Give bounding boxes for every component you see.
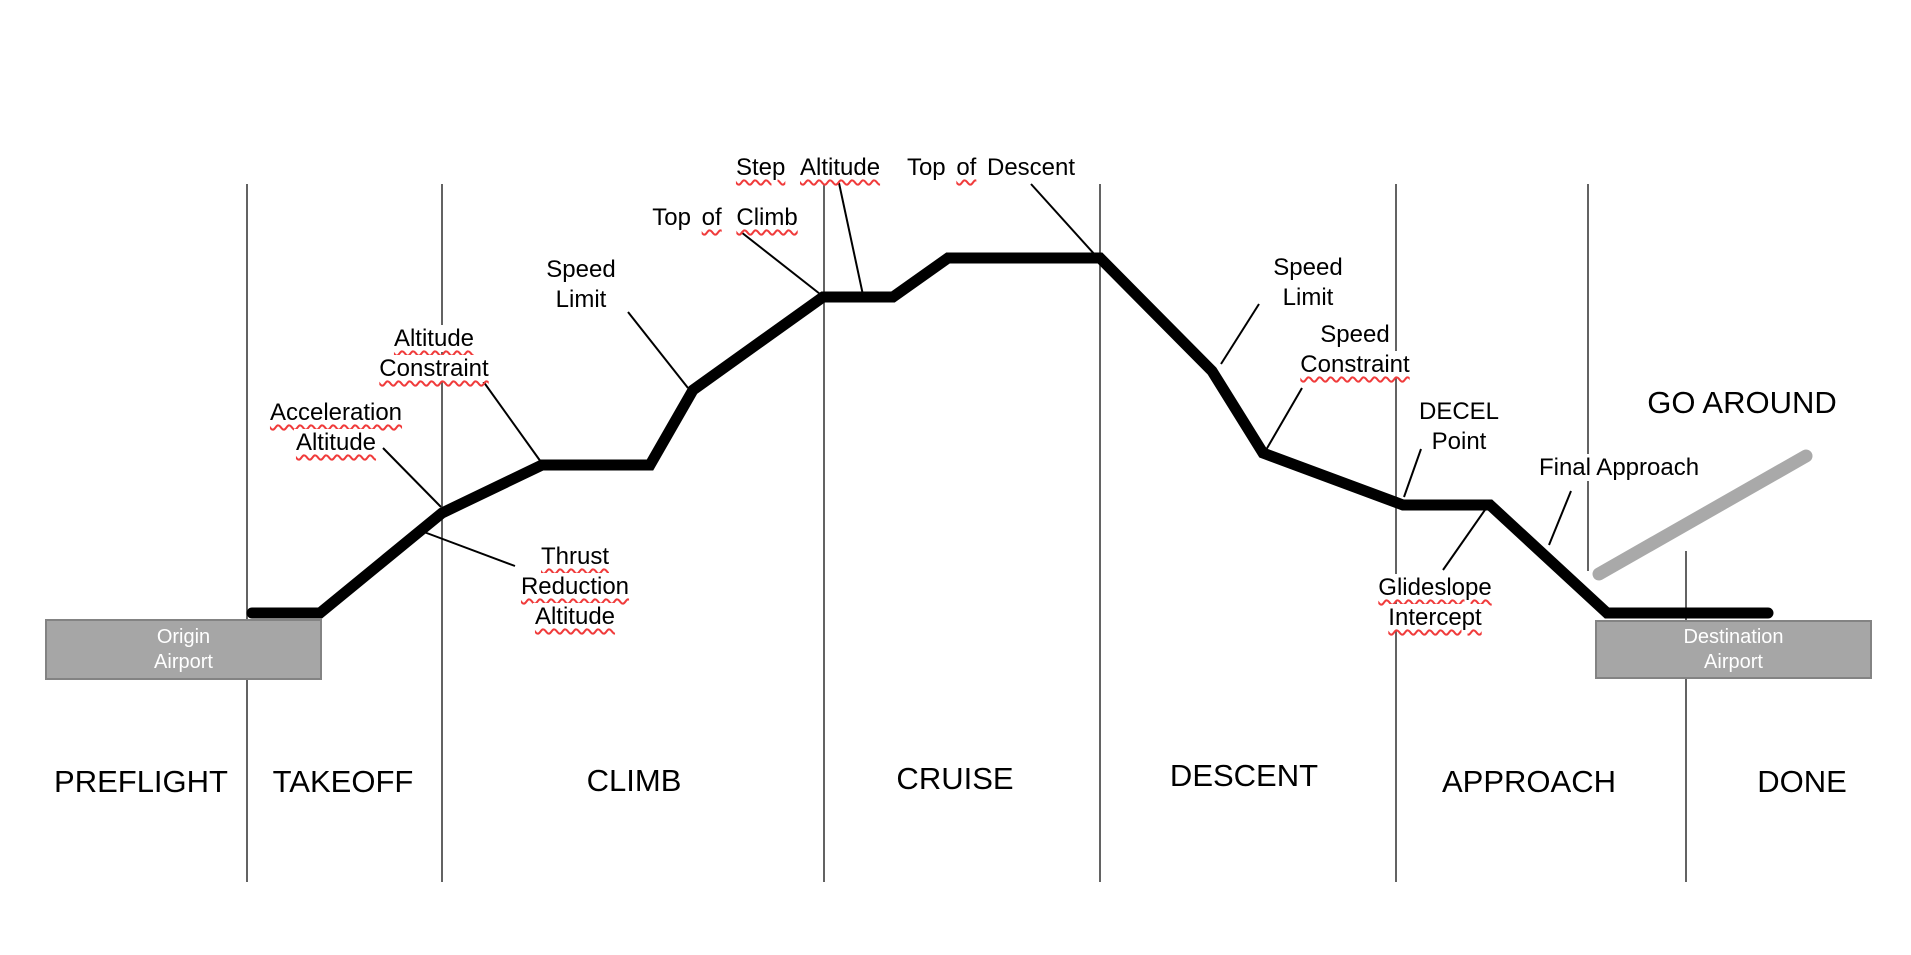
decel-point-label-text: Point bbox=[1429, 428, 1489, 455]
acceleration-altitude-label: Acceleration Altitude bbox=[267, 398, 405, 458]
speed-limit-climb-leader bbox=[627, 311, 689, 389]
altitude-constraint-label-line: Constraint bbox=[377, 354, 491, 384]
top-of-climb-label-text: Top bbox=[650, 204, 700, 231]
top-of-descent-leader bbox=[1030, 183, 1097, 257]
acceleration-altitude-label-line: Acceleration bbox=[267, 398, 405, 428]
acceleration-altitude-label-text: Altitude bbox=[293, 429, 379, 456]
glideslope-intercept-label-text: Intercept bbox=[1386, 604, 1484, 631]
destination-airport-line2: Airport bbox=[1704, 650, 1763, 673]
top-of-climb-label-text: of bbox=[699, 204, 724, 231]
speed-limit-descent-label: Speed Limit bbox=[1271, 253, 1345, 313]
decel-point-leader bbox=[1403, 448, 1422, 498]
speed-limit-climb-label-line: Speed bbox=[544, 255, 618, 285]
thrust-reduction-altitude-leader bbox=[423, 531, 516, 567]
speed-limit-descent-label-text: Speed bbox=[1271, 254, 1345, 281]
destination-airport-line1: Destination bbox=[1683, 625, 1784, 648]
step-altitude-label-text: Step bbox=[733, 154, 788, 181]
thrust-reduction-altitude-label-text: Reduction bbox=[518, 573, 632, 600]
top-of-climb-label-line: Top of Climb bbox=[650, 203, 800, 233]
altitude-constraint-label-line: Altitude bbox=[377, 324, 490, 354]
origin-airport-line2: Airport bbox=[154, 650, 213, 673]
top-of-descent-label-text: Descent bbox=[978, 154, 1078, 181]
altitude-constraint-leader bbox=[482, 380, 542, 463]
phase-label-climb: CLIMB bbox=[586, 763, 682, 798]
top-of-descent-label-line: Top of Descent bbox=[904, 153, 1078, 183]
final-approach-label-line: Final Approach bbox=[1536, 453, 1702, 483]
origin-airport: Origin Airport bbox=[45, 619, 322, 680]
final-approach-label: Final Approach bbox=[1536, 453, 1702, 483]
speed-limit-descent-leader bbox=[1220, 303, 1260, 365]
flight-path bbox=[246, 252, 1774, 619]
phase-label-done: DONE bbox=[1757, 764, 1847, 799]
altitude-constraint-label-text: Altitude bbox=[391, 325, 477, 352]
top-of-descent-label-text: of bbox=[954, 154, 979, 181]
step-altitude-label: Step Altitude bbox=[733, 153, 883, 183]
glideslope-intercept-label: Glideslope Intercept bbox=[1376, 573, 1494, 633]
step-altitude-label-line: Step Altitude bbox=[733, 153, 883, 183]
thrust-reduction-altitude-label-line: Thrust bbox=[519, 542, 631, 572]
glideslope-intercept-label-line: Intercept bbox=[1376, 603, 1493, 633]
step-altitude-label-text: Altitude bbox=[797, 154, 883, 181]
speed-limit-climb-label-text: Limit bbox=[553, 286, 609, 313]
speed-constraint-label-text: Constraint bbox=[1298, 351, 1412, 378]
decel-point-label-text: DECEL bbox=[1416, 398, 1502, 425]
thrust-reduction-altitude-label: Thrust Reduction Altitude bbox=[518, 542, 632, 632]
top-of-climb-leader bbox=[740, 231, 821, 295]
acceleration-altitude-label-text: Acceleration bbox=[267, 399, 405, 426]
glideslope-intercept-label-text: Glideslope bbox=[1376, 574, 1494, 601]
final-approach-label-text: Final Approach bbox=[1536, 454, 1702, 481]
step-altitude-leader bbox=[838, 182, 864, 296]
speed-limit-climb-label-text: Speed bbox=[544, 256, 618, 283]
glideslope-intercept-label-line: Glideslope bbox=[1376, 573, 1494, 603]
decel-point-label: DECEL Point bbox=[1416, 397, 1502, 457]
acceleration-altitude-label-line: Altitude bbox=[268, 428, 404, 458]
phase-label-cruise: CRUISE bbox=[896, 761, 1014, 796]
go-around-label: GO AROUND bbox=[1647, 385, 1837, 420]
phase-label-takeoff: TAKEOFF bbox=[272, 764, 414, 799]
thrust-reduction-altitude-label-text: Thrust bbox=[538, 543, 612, 570]
speed-constraint-leader bbox=[1265, 387, 1303, 451]
step-altitude-label-text bbox=[787, 154, 798, 181]
decel-point-label-line: DECEL bbox=[1416, 397, 1502, 427]
speed-limit-descent-label-line: Speed bbox=[1271, 253, 1345, 283]
altitude-constraint-label-text: Constraint bbox=[377, 355, 491, 382]
thrust-reduction-altitude-label-text: Altitude bbox=[532, 603, 618, 630]
thrust-reduction-altitude-label-line: Reduction bbox=[518, 572, 632, 602]
top-of-climb-label: Top of Climb bbox=[650, 203, 800, 233]
destination-airport: Destination Airport bbox=[1595, 620, 1872, 679]
top-of-descent-label: Top of Descent bbox=[904, 153, 1078, 183]
speed-limit-climb-label-line: Limit bbox=[544, 285, 617, 315]
top-of-climb-label-text: Climb bbox=[734, 204, 800, 231]
thrust-reduction-altitude-label-line: Altitude bbox=[519, 602, 631, 632]
speed-constraint-label-text: Speed bbox=[1318, 321, 1392, 348]
phase-label-descent: DESCENT bbox=[1169, 758, 1319, 793]
origin-airport-line1: Origin bbox=[156, 625, 211, 648]
speed-constraint-label-line: Constraint bbox=[1298, 350, 1412, 380]
acceleration-altitude-leader bbox=[382, 447, 442, 508]
speed-limit-climb-label: Speed Limit bbox=[544, 255, 618, 315]
speed-constraint-label-line: Speed bbox=[1298, 320, 1411, 350]
speed-limit-descent-label-line: Limit bbox=[1271, 283, 1344, 313]
phase-label-approach: APPROACH bbox=[1442, 764, 1616, 799]
top-of-descent-label-text: Top bbox=[904, 154, 955, 181]
final-approach-leader bbox=[1548, 490, 1572, 546]
speed-limit-descent-label-text: Limit bbox=[1280, 284, 1336, 311]
speed-constraint-label: Speed Constraint bbox=[1298, 320, 1412, 380]
go-around-path bbox=[1592, 449, 1813, 581]
decel-point-label-line: Point bbox=[1417, 427, 1501, 457]
glideslope-intercept-leader bbox=[1442, 506, 1488, 571]
altitude-constraint-label: Altitude Constraint bbox=[377, 324, 491, 384]
phase-label-preflight: PREFLIGHT bbox=[54, 764, 228, 799]
top-of-climb-label-text bbox=[723, 204, 735, 231]
